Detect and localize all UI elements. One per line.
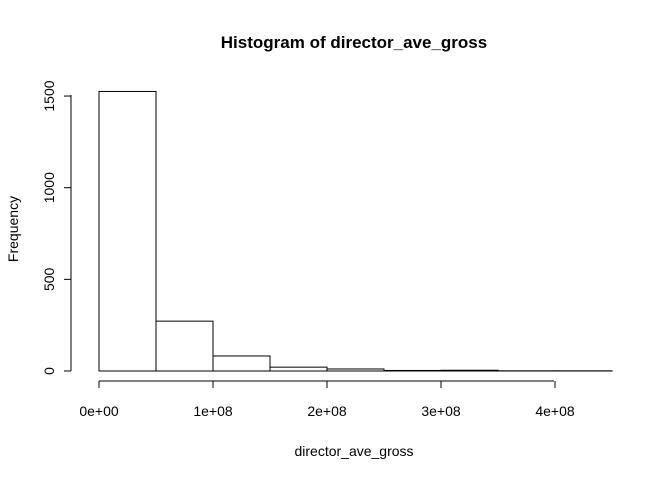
histogram-bar-1 (155, 320, 214, 372)
y-tick-label-2: 1000 (41, 172, 57, 203)
bars-group (98, 90, 613, 372)
x-tick-label-3: 3e+08 (421, 403, 461, 419)
y-tick-label-3: 1500 (41, 80, 57, 111)
x-tick-label-0: 0e+00 (79, 403, 119, 419)
x-tick-label-2: 2e+08 (307, 403, 347, 419)
histogram-bar-6 (440, 369, 499, 372)
y-tick-label-1: 500 (41, 267, 57, 291)
histogram-bar-0 (98, 90, 157, 372)
histogram-bar-5 (383, 369, 442, 372)
histogram-bar-3 (269, 366, 328, 372)
x-axis-label: director_ave_gross (294, 443, 413, 459)
y-axis-label: Frequency (5, 196, 21, 262)
histogram-bar-2 (212, 355, 271, 372)
y-tick-label-0: 0 (41, 367, 57, 375)
histogram-bar-4 (326, 368, 385, 372)
chart-title: Histogram of director_ave_gross (221, 33, 487, 52)
y-axis: 0 500 1000 1500 (41, 80, 72, 375)
x-tick-label-1: 1e+08 (193, 403, 233, 419)
x-axis: 0e+00 1e+08 2e+08 3e+08 4e+08 (79, 380, 575, 419)
x-tick-label-4: 4e+08 (535, 403, 575, 419)
